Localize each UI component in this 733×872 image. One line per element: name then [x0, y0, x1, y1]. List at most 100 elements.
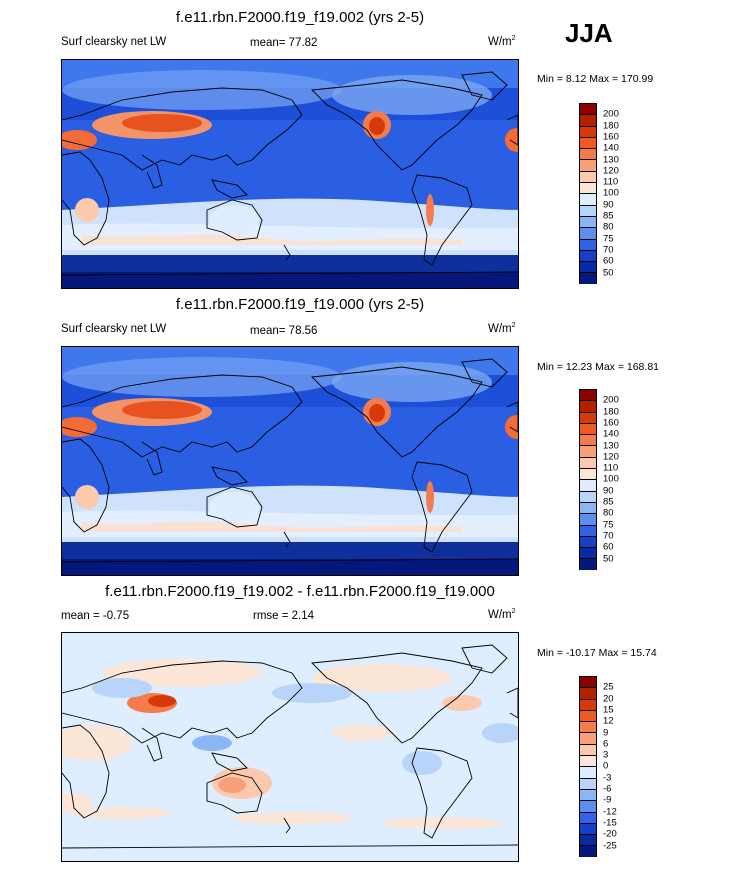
colorbar-tick-label: 25 — [603, 681, 614, 693]
colorbar-swatch — [579, 732, 597, 744]
colorbar-swatch — [579, 743, 597, 756]
colorbar-tick-label: 80 — [603, 507, 614, 519]
panel-2-map — [61, 346, 519, 576]
panel-2-variable-label: Surf clearsky net LW — [61, 323, 167, 335]
colorbar-tick-label: 130 — [603, 154, 619, 165]
colorbar-swatch — [579, 445, 597, 457]
colorbar-swatch — [579, 389, 597, 401]
colorbar-swatch — [579, 434, 597, 446]
colorbar-swatch — [579, 547, 597, 559]
colorbar-tick-label: -3 — [603, 772, 612, 784]
colorbar-tick-label: 100 — [603, 187, 619, 199]
colorbar-tick-label: 20 — [603, 693, 614, 705]
colorbar-swatch — [579, 524, 597, 536]
colorbar-tick-label: 50 — [603, 267, 614, 278]
colorbar-swatch — [579, 411, 597, 423]
colorbar-tick-label: -6 — [603, 783, 612, 795]
colorbar-swatch — [579, 479, 597, 491]
map-graphic — [62, 60, 518, 288]
panel-2-mean: mean= 78.56 — [250, 325, 318, 337]
colorbar-tick-label: 60 — [603, 255, 614, 267]
colorbar-swatch — [579, 822, 597, 835]
colorbar-swatch — [579, 204, 597, 216]
panel-1-colorbar: 200 180 160 140 130 120 110 100 90 85 80 75 70 60 50 — [579, 103, 619, 284]
colorbar-tick-label: 110 — [603, 176, 619, 188]
colorbar-swatch — [579, 721, 597, 733]
colorbar-tick-label: -25 — [603, 840, 617, 851]
colorbar-swatch — [579, 777, 597, 789]
colorbar-tick-label: 6 — [603, 738, 609, 750]
panel-3-colorbar: 25 20 15 12 9 6 3 0 -3 -6 -9 -12 -15 -20 -25 — [579, 676, 617, 857]
colorbar-tick-label: 120 — [603, 165, 619, 177]
colorbar-tick-label: 70 — [603, 530, 614, 542]
colorbar-swatch — [579, 766, 597, 778]
colorbar-tick-label: -15 — [603, 817, 617, 829]
colorbar-swatch — [579, 215, 597, 228]
panel-3-rmse: rmse = 2.14 — [253, 610, 315, 622]
colorbar-tick-label: 200 — [603, 108, 619, 120]
colorbar-swatch — [579, 676, 597, 688]
panel-3-minmax: Min = -10.17 Max = 15.74 — [537, 647, 657, 659]
colorbar-tick-label: 160 — [603, 417, 619, 429]
colorbar-swatch — [579, 114, 597, 126]
panel-2-minmax: Min = 12.23 Max = 168.81 — [537, 361, 659, 373]
colorbar-tick-label: 12 — [603, 715, 614, 727]
colorbar-tick-label: 80 — [603, 221, 614, 233]
colorbar-tick-label: 3 — [603, 749, 609, 761]
colorbar-tick-label: 110 — [603, 462, 619, 474]
colorbar-tick-label: 85 — [603, 496, 614, 508]
panel-3-units: W/m2 — [488, 608, 516, 621]
colorbar-swatch — [579, 468, 597, 480]
season-label: JJA — [565, 18, 613, 48]
colorbar-swatch — [579, 249, 597, 262]
colorbar-swatch — [579, 698, 597, 710]
colorbar-swatch — [579, 422, 597, 435]
colorbar-swatch — [579, 490, 597, 502]
colorbar-tick-label: 100 — [603, 473, 619, 485]
colorbar-swatch — [579, 709, 597, 722]
colorbar-tick-label: 75 — [603, 233, 614, 245]
colorbar-swatch — [579, 834, 597, 846]
colorbar-tick-label: -9 — [603, 794, 612, 806]
panel-2-units: W/m2 — [488, 322, 516, 335]
colorbar-swatch — [579, 136, 597, 149]
colorbar-tick-label: 9 — [603, 727, 609, 738]
colorbar-swatch — [579, 456, 597, 469]
colorbar-tick-label: 140 — [603, 428, 619, 440]
colorbar-swatch — [579, 238, 597, 250]
colorbar-tick-label: 140 — [603, 142, 619, 154]
panel-1-variable-label: Surf clearsky net LW — [61, 36, 167, 48]
panel-1-title: f.e11.rbn.F2000.f19_f19.002 (yrs 2-5) — [175, 9, 425, 26]
colorbar-swatch — [579, 800, 597, 812]
panel-1-mean: mean= 77.82 — [250, 37, 318, 49]
colorbar-swatch — [579, 400, 597, 412]
colorbar-swatch — [579, 261, 597, 273]
colorbar-swatch — [579, 755, 597, 767]
colorbar-swatch — [579, 193, 597, 205]
colorbar-tick-label: 70 — [603, 244, 614, 256]
map-graphic — [62, 633, 518, 861]
colorbar-swatch — [579, 513, 597, 525]
colorbar-tick-label: 160 — [603, 131, 619, 143]
colorbar-tick-label: 90 — [603, 485, 614, 497]
colorbar-tick-label: 90 — [603, 199, 614, 211]
colorbar-tick-label: 85 — [603, 210, 614, 222]
colorbar-tick-label: 130 — [603, 440, 619, 451]
panel-3-title: f.e11.rbn.F2000.f19_f19.002 - f.e11.rbn.… — [105, 583, 495, 600]
colorbar-tick-label: 15 — [603, 704, 614, 716]
colorbar-swatch — [579, 558, 597, 570]
colorbar-swatch — [579, 687, 597, 699]
colorbar-tick-label: -12 — [603, 806, 617, 818]
colorbar-tick-label: 50 — [603, 553, 614, 564]
colorbar-swatch — [579, 159, 597, 171]
colorbar-tick-label: 75 — [603, 519, 614, 531]
colorbar-tick-label: 120 — [603, 451, 619, 463]
colorbar-swatch — [579, 125, 597, 137]
colorbar-swatch — [579, 103, 597, 115]
panel-1-units: W/m2 — [488, 35, 516, 48]
colorbar-tick-label: 0 — [603, 760, 609, 772]
colorbar-swatch — [579, 182, 597, 194]
colorbar-swatch — [579, 811, 597, 823]
panel-1-minmax: Min = 8.12 Max = 170.99 — [537, 73, 654, 85]
colorbar-tick-label: 60 — [603, 541, 614, 553]
